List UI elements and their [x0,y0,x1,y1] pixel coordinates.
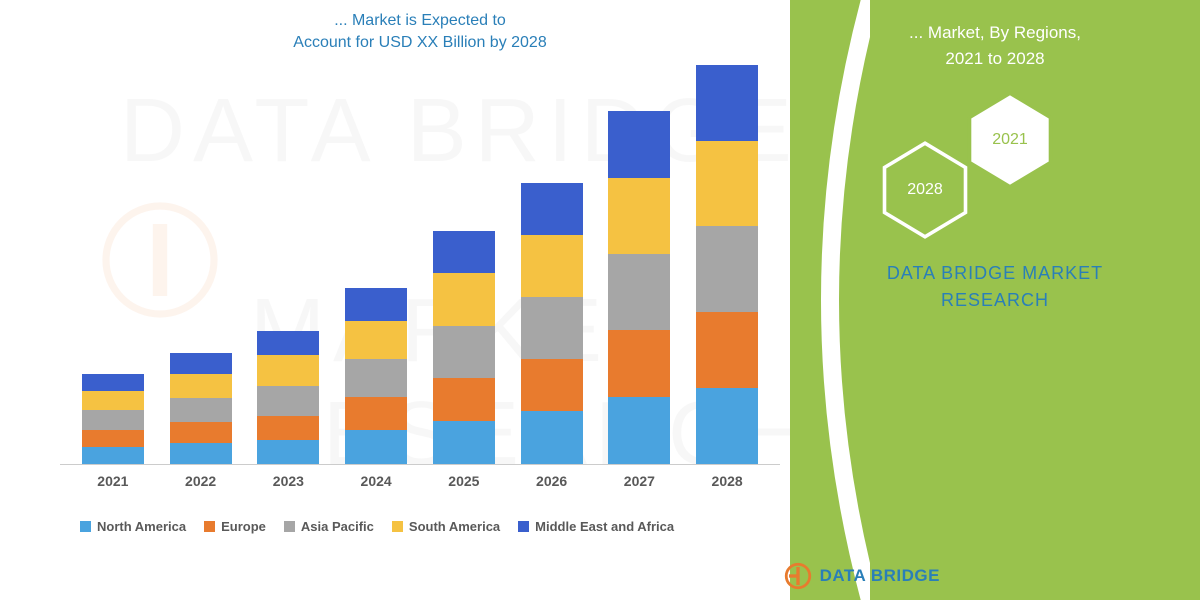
bar-seg-europe [433,378,495,421]
bar-seg-south-america [257,355,319,385]
legend-swatch-icon [284,521,295,532]
right-title-line2: 2021 to 2028 [945,49,1044,68]
hex-2028-label: 2028 [907,181,943,199]
bar-seg-north-america [696,388,758,464]
bar-seg-europe [521,359,583,411]
bar-seg-south-america [82,391,144,410]
bar-seg-north-america [608,397,670,464]
footer-logo-icon [784,562,812,590]
main-container: ... Market is Expected to Account for US… [0,0,1200,600]
bar-seg-north-america [521,411,583,463]
bar-seg-middle-east-and-africa [433,231,495,274]
bar-seg-asia-pacific [82,410,144,429]
x-label-2022: 2022 [168,473,234,489]
bar-seg-middle-east-and-africa [608,111,670,178]
footer-logo: DATA BRIDGE [784,562,940,590]
bar-seg-middle-east-and-africa [82,374,144,391]
footer-logo-text: DATA BRIDGE [820,566,940,586]
chart-area: 2021 2022 2023 2024 2025 2026 2027 2028 [60,65,780,505]
bar-seg-europe [345,397,407,430]
bar-seg-south-america [433,273,495,325]
bar-seg-south-america [170,374,232,398]
bar-seg-south-america [608,178,670,254]
bar-2028 [694,65,760,464]
bar-seg-asia-pacific [521,297,583,359]
chart-legend: North America Europe Asia Pacific South Ame… [60,505,780,534]
bar-seg-asia-pacific [433,326,495,378]
bar-seg-north-america [82,447,144,464]
bar-seg-south-america [521,235,583,297]
legend-item-north-america: North America [80,519,186,534]
legend-item-south-america: South America [392,519,500,534]
legend-swatch-icon [80,521,91,532]
legend-label: North America [97,519,186,534]
legend-item-middle-east-and-africa: Middle East and Africa [518,519,674,534]
legend-item-asia-pacific: Asia Pacific [284,519,374,534]
bar-seg-asia-pacific [257,386,319,416]
bar-seg-asia-pacific [170,398,232,422]
legend-label: Europe [221,519,266,534]
hex-2021-label: 2021 [992,131,1028,149]
legend-swatch-icon [392,521,403,532]
bar-seg-asia-pacific [608,254,670,330]
legend-item-europe: Europe [204,519,266,534]
x-label-2028: 2028 [694,473,760,489]
right-panel-title: ... Market, By Regions, 2021 to 2028 [820,20,1170,71]
chart-panel: ... Market is Expected to Account for US… [0,0,790,600]
bar-seg-middle-east-and-africa [170,353,232,374]
bar-2027 [607,65,673,464]
bar-seg-south-america [696,141,758,227]
hexagon-2028: 2028 [880,140,970,240]
x-label-2025: 2025 [431,473,497,489]
bar-seg-north-america [257,440,319,464]
x-label-2026: 2026 [519,473,585,489]
bar-seg-europe [82,430,144,447]
brand-line1: DATA BRIDGE MARKET [887,263,1103,283]
bar-seg-middle-east-and-africa [345,288,407,321]
legend-swatch-icon [204,521,215,532]
bar-2026 [519,65,585,464]
chart-title: ... Market is Expected to Account for US… [60,10,780,55]
legend-swatch-icon [518,521,529,532]
bar-2022 [168,65,234,464]
bar-seg-south-america [345,321,407,359]
legend-label: Middle East and Africa [535,519,674,534]
bar-seg-europe [257,416,319,440]
x-label-2024: 2024 [343,473,409,489]
bar-seg-asia-pacific [696,226,758,312]
brand-line2: RESEARCH [941,290,1049,310]
x-axis-labels: 2021 2022 2023 2024 2025 2026 2027 2028 [60,465,780,489]
legend-label: Asia Pacific [301,519,374,534]
hexagon-2021: 2021 [965,90,1055,190]
bar-seg-middle-east-and-africa [696,65,758,141]
bar-seg-europe [696,312,758,388]
chart-title-line2: Account for USD XX Billion by 2028 [293,34,546,51]
bar-2023 [256,65,322,464]
right-title-line1: ... Market, By Regions, [909,23,1081,42]
bars-container [60,65,780,465]
bar-seg-north-america [345,430,407,463]
panel-divider-curve-icon [790,0,870,600]
bar-seg-middle-east-and-africa [521,183,583,235]
bar-2021 [80,65,146,464]
bar-seg-middle-east-and-africa [257,331,319,355]
legend-label: South America [409,519,500,534]
x-label-2027: 2027 [607,473,673,489]
x-label-2023: 2023 [256,473,322,489]
bar-2025 [431,65,497,464]
bar-seg-north-america [170,443,232,464]
bar-seg-asia-pacific [345,359,407,397]
bar-seg-europe [608,330,670,397]
bar-seg-europe [170,422,232,443]
bar-2024 [343,65,409,464]
chart-title-line1: ... Market is Expected to [334,12,506,29]
x-label-2021: 2021 [80,473,146,489]
bar-seg-north-america [433,421,495,464]
